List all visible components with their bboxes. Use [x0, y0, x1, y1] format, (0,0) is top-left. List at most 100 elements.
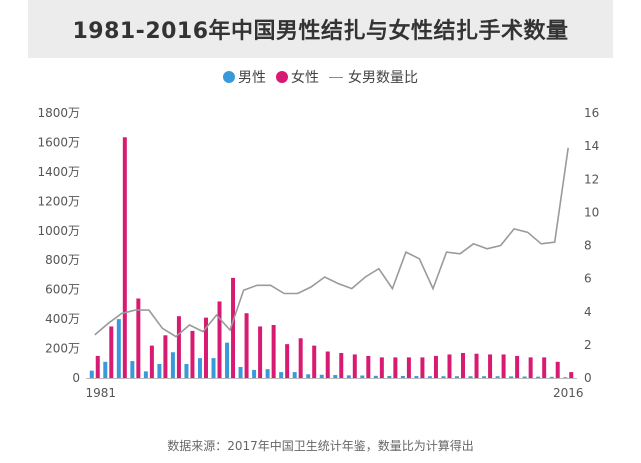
bar-female — [109, 326, 114, 378]
left-tick-label: 800万 — [45, 253, 80, 267]
bar-male — [184, 364, 189, 378]
bar-male — [414, 376, 419, 378]
bar-male — [143, 371, 148, 378]
bar-female — [190, 330, 195, 378]
legend-label-female: 女性 — [291, 70, 319, 86]
legend-label-ratio: 女男数量比 — [348, 70, 418, 86]
bar-male — [279, 372, 284, 378]
bar-male — [346, 375, 351, 378]
legend-item-ratio: 女男数量比 — [329, 67, 418, 87]
bar-male — [373, 375, 378, 378]
left-tick-label: 1200万 — [37, 194, 80, 208]
bar-female — [258, 326, 263, 378]
bar-female — [406, 357, 411, 378]
bar-male — [103, 361, 108, 378]
legend: 男性 女性 女男数量比 — [0, 67, 641, 87]
bar-male — [252, 369, 257, 378]
left-tick-label: 1800万 — [37, 106, 80, 120]
bar-female — [325, 351, 330, 378]
bar-male — [116, 319, 121, 378]
bar-male — [441, 376, 446, 378]
source-note: 数据来源：2017年中国卫生统计年鉴，数量比为计算得出 — [167, 439, 474, 453]
bar-female — [217, 301, 222, 378]
bar-female — [149, 345, 154, 378]
bar-female — [393, 357, 398, 378]
bar-male — [522, 376, 527, 378]
bar-female — [176, 316, 181, 378]
left-tick-label: 0 — [72, 371, 80, 385]
x-tick-start: 1981 — [85, 386, 116, 400]
bar-female — [231, 277, 236, 378]
ratio-line — [94, 147, 569, 338]
bar-male — [400, 375, 405, 378]
legend-label-male: 男性 — [238, 70, 266, 86]
bar-female — [569, 372, 574, 378]
bar-male — [536, 376, 541, 378]
bar-male — [170, 352, 175, 378]
bar-male — [292, 372, 297, 378]
bar-female — [203, 317, 208, 378]
left-tick-label: 1400万 — [37, 165, 80, 179]
bar-female — [474, 353, 479, 378]
legend-swatch-male — [223, 71, 235, 83]
right-tick-label: 14 — [584, 139, 599, 153]
right-tick-label: 0 — [584, 371, 592, 385]
bar-male — [468, 376, 473, 378]
title-band: 1981-2016年中国男性结扎与女性结扎手术数量 — [28, 0, 613, 58]
left-axis: 0 200万 400万 600万 800万 1000万 1200万 1400万 1600万 180… — [37, 106, 80, 385]
bar-male — [306, 374, 311, 378]
bar-male — [360, 375, 365, 378]
bar-female — [555, 361, 560, 378]
bar-male — [549, 376, 554, 378]
left-tick-label: 1600万 — [37, 135, 80, 149]
bar-female — [95, 355, 100, 378]
bar-female — [366, 355, 371, 378]
ratio-line-group — [94, 147, 569, 338]
right-tick-label: 6 — [584, 272, 592, 286]
bar-female — [312, 345, 317, 378]
legend-swatch-ratio — [329, 76, 343, 78]
legend-item-male: 男性 — [223, 67, 266, 87]
bar-male — [157, 364, 162, 378]
legend-item-female: 女性 — [276, 67, 319, 87]
right-tick-label: 8 — [584, 239, 592, 253]
bar-male — [333, 375, 338, 378]
right-tick-label: 12 — [584, 172, 599, 186]
bar-male — [130, 361, 135, 378]
bar-male — [197, 358, 202, 378]
bar-female — [420, 357, 425, 378]
left-tick-label: 600万 — [45, 283, 80, 297]
bar-male — [238, 366, 243, 378]
right-tick-label: 10 — [584, 205, 599, 219]
bar-male — [319, 374, 324, 378]
left-tick-label: 400万 — [45, 312, 80, 326]
bar-female — [122, 137, 127, 378]
bar-female — [447, 354, 452, 378]
bar-female — [352, 354, 357, 378]
bar-male — [495, 376, 500, 378]
chart-title: 1981-2016年中国男性结扎与女性结扎手术数量 — [72, 19, 569, 44]
bar-male — [427, 376, 432, 378]
bar-female — [528, 357, 533, 378]
bar-female — [515, 355, 520, 378]
bar-female — [501, 354, 506, 378]
bar-male — [482, 376, 487, 378]
bars-group — [89, 137, 574, 378]
bar-female — [298, 338, 303, 378]
bar-male — [387, 375, 392, 378]
bar-female — [271, 325, 276, 378]
bar-male — [211, 358, 216, 378]
bar-male — [89, 370, 94, 378]
x-tick-end: 2016 — [553, 386, 584, 400]
left-tick-label: 1000万 — [37, 224, 80, 238]
bar-female — [542, 357, 547, 378]
bar-female — [285, 344, 290, 378]
right-axis: 0 2 4 6 8 10 12 14 16 — [584, 106, 599, 385]
left-tick-label: 200万 — [45, 342, 80, 356]
bar-female — [488, 354, 493, 378]
bar-female — [461, 352, 466, 378]
right-tick-label: 4 — [584, 305, 592, 319]
bar-male — [509, 376, 514, 378]
right-tick-label: 16 — [584, 106, 599, 120]
